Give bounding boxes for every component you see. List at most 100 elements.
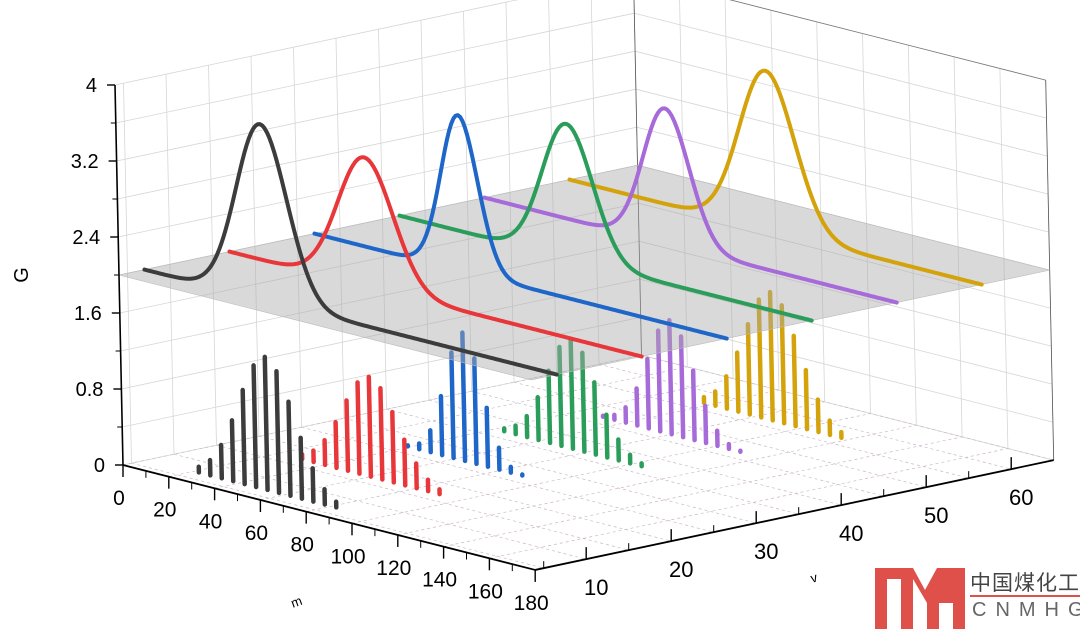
floor-gridline (216, 444, 629, 551)
floor-gridline (428, 399, 842, 506)
bar (262, 354, 270, 493)
x-tick-label: 100 (330, 545, 365, 568)
floor-gridline (443, 436, 963, 547)
bar (449, 350, 456, 461)
left-wall-gridline (120, 240, 640, 352)
series-curve (142, 122, 559, 377)
back-wall-gridline (635, 88, 1049, 195)
bar (390, 409, 397, 485)
bar (484, 405, 491, 469)
bar (378, 386, 385, 482)
bar (402, 437, 408, 488)
bar (690, 368, 697, 443)
bar (756, 297, 764, 420)
bar (745, 321, 753, 417)
back-edge (729, 0, 1046, 81)
bar (592, 380, 599, 457)
y-tick-label: 60 (1009, 485, 1033, 510)
floor-gridline (173, 453, 587, 560)
left-wall-gridline (121, 278, 640, 390)
floor-gridline (131, 462, 544, 569)
bar (240, 387, 247, 487)
bar (634, 386, 640, 428)
bar (460, 330, 468, 464)
back-wall-gridline (634, 12, 1047, 119)
back-wall-gridline (729, 0, 1046, 81)
bar (546, 368, 553, 446)
bar (767, 289, 775, 423)
bar (734, 350, 741, 414)
x-tick-label: 140 (422, 569, 457, 592)
x-tick-label: 160 (468, 580, 503, 603)
bar (645, 356, 652, 431)
floor-gridline (260, 389, 779, 501)
bar (604, 412, 610, 460)
x-tick-label: 80 (291, 534, 314, 557)
z-tick-label: 0.8 (76, 379, 104, 401)
bar (310, 466, 316, 504)
bar (322, 437, 328, 468)
bar (251, 363, 259, 490)
left-wall-gridline (116, 50, 636, 162)
bar (557, 344, 564, 449)
floor-gridline (343, 417, 757, 524)
left-wall-gridline (117, 88, 636, 200)
z-tick-label: 4 (86, 75, 97, 97)
bar (678, 334, 686, 440)
x-tick-label: 20 (153, 499, 176, 522)
floor-gridline (556, 372, 969, 479)
bar (791, 333, 798, 429)
bar (298, 435, 305, 501)
y-tick-label: 40 (839, 521, 863, 546)
floor-gridline (351, 413, 871, 524)
back-wall-gridline (639, 278, 1053, 385)
series-curve (227, 155, 644, 359)
x-tick-label: 60 (245, 522, 268, 545)
bar (438, 393, 445, 458)
x-axis-label: m (289, 593, 304, 611)
bar (274, 368, 282, 496)
bar (655, 328, 663, 434)
bar (472, 356, 479, 467)
watermark-cn-text: 中国煤化工 (970, 571, 1080, 595)
floor-gridline (258, 435, 672, 542)
left-wall-gridline (114, 0, 519, 86)
y-tick-label: 20 (669, 557, 693, 582)
x-tick-label: 40 (199, 510, 222, 533)
back-wall-gridline (636, 126, 1049, 233)
bar (366, 374, 374, 479)
bar (229, 418, 236, 484)
floor-gridline (301, 426, 714, 533)
bar (815, 397, 821, 435)
logo-mark-icon (875, 568, 965, 629)
watermark-divider (970, 595, 1080, 597)
y-tick-label: 10 (584, 575, 608, 600)
x-tick-label: 0 (113, 487, 125, 510)
x-tick-label: 180 (514, 592, 549, 615)
bar (413, 461, 419, 491)
bar (286, 399, 293, 498)
bar (344, 398, 351, 473)
y-tick-label: 50 (924, 503, 948, 528)
z-tick-label: 2.4 (72, 227, 100, 249)
floor-gridline (471, 390, 884, 497)
y-tick-label: 30 (754, 539, 778, 564)
y-axis-label: v (809, 569, 820, 585)
watermark-en-text: CNMHG (972, 599, 1080, 621)
floor-gridline (489, 448, 1008, 559)
floor-gridline (386, 408, 799, 515)
floor-gridline (168, 366, 688, 478)
floor-gridline (513, 381, 927, 488)
bar (803, 367, 810, 432)
back-wall-gridline (639, 240, 1052, 347)
y-axis (535, 459, 1054, 571)
z-axis-label: G (11, 267, 33, 283)
left-wall-gridline (115, 12, 635, 124)
bar (218, 442, 225, 481)
z-tick-label: 0 (94, 455, 105, 477)
bar (724, 374, 730, 411)
bar (703, 403, 709, 446)
bar (535, 394, 541, 443)
